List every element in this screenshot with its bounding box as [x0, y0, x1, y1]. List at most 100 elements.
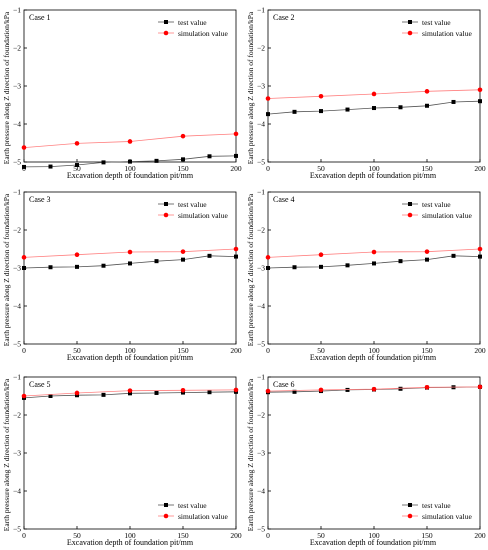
y-axis-label: Earth pressure along Z direction of foun…: [246, 11, 255, 164]
x-tick-label: 50: [317, 164, 325, 173]
simulation-value-point: [424, 249, 430, 254]
test-value-point: [154, 259, 159, 264]
x-tick-label: 0: [266, 346, 270, 355]
legend-marker: [407, 513, 413, 519]
test-value-point: [181, 157, 185, 162]
test-value-point: [319, 264, 323, 269]
test-value-point: [292, 265, 297, 270]
chart-case-4: Earth pressure along Z direction of foun…: [246, 188, 486, 363]
legend-label: test value: [178, 200, 207, 209]
x-tick-label: 150: [177, 164, 189, 173]
y-axis-label: Earth pressure along Z direction of foun…: [246, 193, 255, 346]
x-tick-label: 50: [73, 346, 81, 355]
simulation-value-point: [233, 387, 239, 393]
x-axis-label: Excavation depth of foundation pit/mm: [67, 353, 194, 362]
y-tick-label: −2: [13, 226, 21, 235]
test-value-point: [292, 389, 297, 394]
y-axis-label: Earth pressure along Z direction of foun…: [2, 11, 11, 164]
chart-case-5: Earth pressure along Z direction of foun…: [2, 373, 242, 548]
legend-marker: [164, 20, 168, 24]
x-tick-label: 100: [368, 346, 380, 355]
simulation-value-point: [318, 387, 324, 393]
simulation-value-point: [477, 87, 483, 93]
simulation-value-point: [233, 246, 239, 252]
x-tick-label: 100: [368, 164, 380, 173]
simulation-value-point: [180, 249, 186, 254]
y-tick-label: −1: [13, 373, 21, 382]
legend-marker: [163, 513, 169, 519]
x-axis-label: Excavation depth of foundation pit/mm: [310, 538, 437, 547]
x-tick-label: 200: [230, 531, 242, 540]
x-tick-label: 50: [73, 531, 81, 540]
legend-label: test value: [422, 200, 451, 209]
x-tick-label: 200: [230, 346, 242, 355]
test-value-point: [345, 107, 350, 112]
x-tick-label: 150: [421, 346, 433, 355]
legend-marker: [164, 202, 168, 206]
chart-case-1: Earth pressure along Z direction of foun…: [2, 6, 242, 181]
y-tick-label: −2: [257, 44, 265, 53]
chart-title: Case 1: [29, 13, 51, 22]
y-tick-label: −5: [13, 525, 21, 534]
legend-label: test value: [422, 18, 451, 27]
test-value-point: [398, 386, 403, 391]
simulation-value-point: [318, 252, 324, 257]
test-value-point: [345, 263, 350, 268]
y-tick-label: −3: [257, 264, 265, 273]
simulation-value-point: [127, 249, 133, 255]
simulation-value-point: [318, 93, 324, 99]
legend-marker: [408, 503, 412, 507]
test-value-point: [128, 159, 132, 164]
chart-title: Case 3: [29, 195, 51, 204]
y-tick-label: −5: [257, 340, 265, 349]
test-value-point: [425, 257, 429, 262]
chart-case-3: Earth pressure along Z direction of foun…: [2, 188, 242, 363]
test-value-point: [451, 99, 456, 104]
y-tick-label: −3: [13, 264, 21, 273]
x-tick-label: 150: [177, 531, 189, 540]
y-tick-label: −3: [257, 449, 265, 458]
y-tick-label: −4: [257, 487, 265, 496]
x-axis-label: Excavation depth of foundation pit/mm: [67, 538, 194, 547]
legend-label: simulation value: [422, 512, 472, 521]
chart-title: Case 4: [273, 195, 295, 204]
y-tick-label: −3: [13, 449, 21, 458]
test-value-point: [372, 261, 376, 266]
x-tick-label: 0: [266, 164, 270, 173]
y-tick-label: −1: [13, 6, 21, 15]
y-axis-label: Earth pressure along Z direction of foun…: [2, 378, 11, 531]
x-tick-label: 0: [22, 531, 26, 540]
test-value-point: [181, 257, 185, 262]
x-tick-label: 150: [177, 346, 189, 355]
x-tick-label: 0: [22, 346, 26, 355]
y-tick-label: −4: [257, 120, 265, 129]
test-value-point: [372, 106, 376, 111]
test-value-point: [478, 254, 482, 259]
test-value-point: [207, 154, 212, 159]
y-tick-label: −2: [257, 226, 265, 235]
x-tick-label: 200: [474, 531, 486, 540]
test-value-point: [154, 158, 159, 163]
simulation-value-point: [21, 145, 27, 150]
x-tick-label: 100: [124, 346, 136, 355]
test-value-point: [128, 261, 132, 266]
x-axis-label: Excavation depth of foundation pit/mm: [310, 171, 437, 180]
test-value-point: [451, 253, 456, 258]
y-tick-label: −4: [13, 487, 21, 496]
simulation-value-point: [265, 255, 271, 260]
test-value-point: [75, 163, 79, 168]
simulation-value-point: [233, 131, 239, 137]
test-value-point: [398, 105, 403, 110]
test-value-point: [319, 109, 323, 114]
x-tick-label: 50: [317, 346, 325, 355]
y-tick-label: −2: [257, 411, 265, 420]
test-value-point: [207, 390, 212, 395]
y-tick-label: −4: [13, 120, 21, 129]
legend-label: simulation value: [178, 512, 228, 521]
test-value-point: [48, 394, 53, 398]
y-tick-label: −3: [13, 82, 21, 91]
legend-marker: [163, 30, 169, 36]
x-tick-label: 150: [421, 531, 433, 540]
legend-marker: [407, 30, 413, 36]
